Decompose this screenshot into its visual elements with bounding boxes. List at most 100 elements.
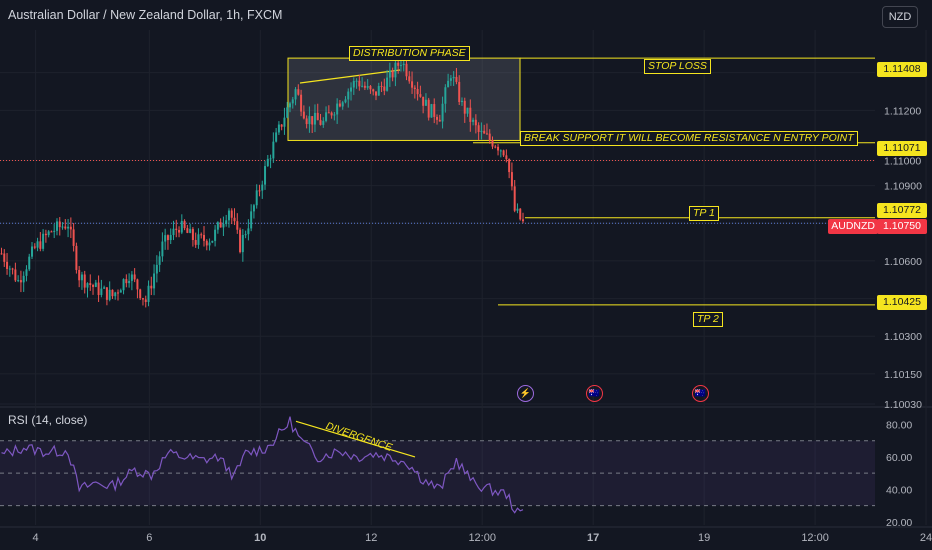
candle-body [194, 240, 197, 245]
candle-body [444, 87, 447, 104]
candle-body [424, 99, 427, 106]
currency-button[interactable]: NZD [882, 6, 918, 28]
candle-body [247, 228, 250, 235]
candle-body [288, 103, 291, 108]
candle-body [452, 76, 455, 79]
candle-body [150, 285, 153, 289]
price-tag-tp1: 1.10772 [877, 203, 927, 218]
candle-body [386, 77, 389, 91]
australia-flag-event-icon-2[interactable]: 🇦🇺 [692, 385, 709, 402]
candle-body [502, 150, 505, 156]
price-tick-label: 1.10150 [884, 369, 922, 381]
candle-body [380, 86, 383, 88]
candle-body [333, 114, 336, 116]
candle-body [397, 62, 400, 66]
candle-body [211, 240, 214, 243]
candle-body [97, 282, 100, 295]
candle-body [472, 119, 475, 122]
candle-body [252, 205, 255, 212]
candle-body [291, 99, 294, 104]
candle-body [483, 130, 486, 134]
candle-body [430, 104, 433, 118]
candle-body [277, 124, 280, 133]
candle-body [269, 158, 272, 160]
candle-body [230, 210, 233, 218]
candle-body [153, 273, 156, 289]
candle-body [239, 229, 242, 253]
rsi-title: RSI (14, close) [8, 413, 88, 427]
candle-body [497, 146, 500, 151]
candle-body [61, 226, 64, 228]
candle-body [169, 234, 172, 241]
candle-body [350, 87, 353, 92]
candle-body [469, 107, 472, 122]
tp2-label: TP 2 [693, 312, 723, 327]
candle-body [219, 222, 222, 228]
candle-body [341, 102, 344, 107]
time-tick-label: 6 [146, 532, 152, 544]
candle-body [39, 241, 42, 249]
candle-body [394, 62, 397, 78]
time-tick-label: 24 [920, 532, 932, 544]
candle-body [128, 280, 131, 284]
candle-body [447, 80, 450, 88]
candle-body [22, 275, 25, 283]
candle-body [358, 80, 361, 87]
price-tick-label: 1.10600 [884, 256, 922, 268]
candle-body [17, 280, 20, 282]
candle-body [14, 269, 17, 281]
time-tick-label: 12 [365, 532, 377, 544]
candle-body [388, 70, 391, 78]
candle-body [133, 274, 136, 280]
candle-body [433, 104, 436, 117]
candle-body [117, 292, 120, 294]
price-tick-label: 1.10300 [884, 331, 922, 343]
australia-flag-event-icon[interactable]: 🇦🇺 [586, 385, 603, 402]
tp1-label: TP 1 [689, 206, 719, 221]
rsi-tick-label: 40.00 [886, 484, 912, 496]
candle-body [36, 241, 39, 248]
candle-body [28, 256, 31, 270]
candle-body [83, 274, 86, 288]
candle-body [344, 99, 347, 103]
candle-body [6, 261, 9, 269]
candle-body [427, 99, 430, 118]
candle-body [222, 223, 225, 228]
candle-body [308, 116, 311, 125]
candle-body [189, 228, 192, 233]
candle-body [399, 65, 402, 67]
candle-body [449, 78, 452, 81]
candle-body [214, 229, 217, 241]
candle-body [316, 112, 319, 121]
candle-body [455, 76, 458, 82]
candle-body [372, 89, 375, 92]
candle-body [477, 125, 480, 132]
candle-body [510, 172, 513, 187]
price-tag-entry: 1.11071 [877, 141, 927, 156]
price-tag-current: 1.10750 [877, 219, 927, 234]
candle-body [19, 280, 22, 283]
price-tag-stop-loss: 1.11408 [877, 62, 927, 77]
candle-body [355, 80, 358, 82]
candle-body [147, 285, 150, 302]
candle-body [513, 186, 516, 211]
candle-body [69, 226, 72, 230]
candle-body [297, 89, 300, 95]
candle-body [72, 229, 75, 246]
distribution-phase-label: DISTRIBUTION PHASE [349, 46, 470, 61]
candle-body [197, 234, 200, 245]
candle-body [499, 150, 502, 152]
candle-body [480, 130, 483, 132]
lightning-event-icon[interactable]: ⚡ [517, 385, 534, 402]
candle-body [405, 63, 408, 77]
candle-body [139, 289, 142, 299]
candle-body [136, 279, 139, 290]
candle-body [361, 85, 364, 87]
candle-body [241, 234, 244, 253]
candle-body [491, 140, 494, 147]
candle-body [436, 116, 439, 120]
candle-body [100, 288, 103, 295]
candle-body [438, 119, 441, 122]
candle-body [374, 91, 377, 96]
